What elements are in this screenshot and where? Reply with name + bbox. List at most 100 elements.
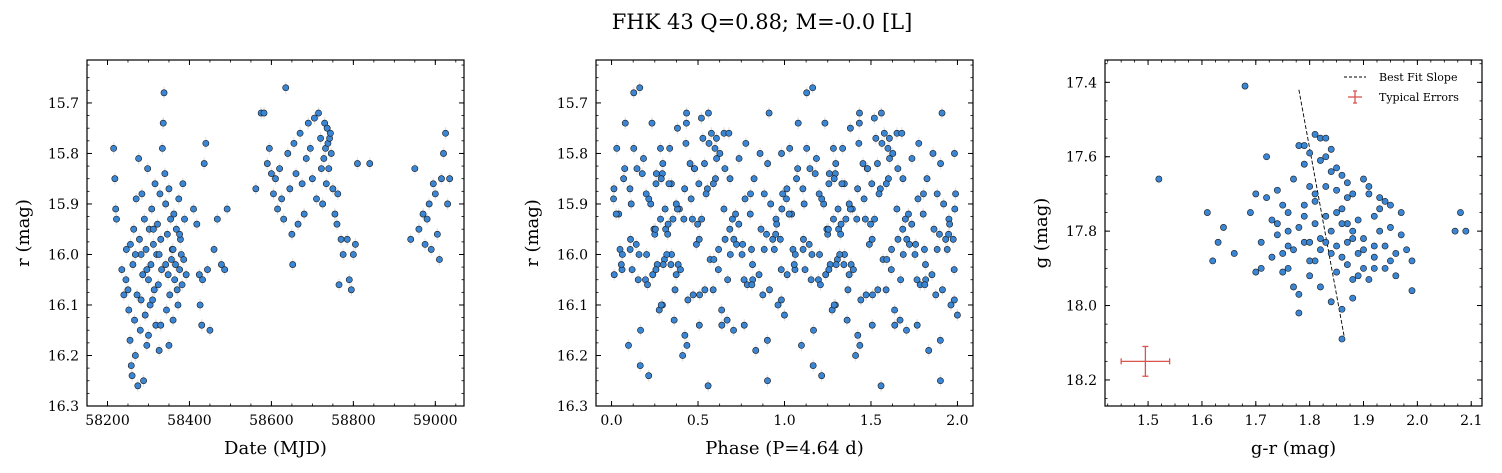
data-point bbox=[1284, 227, 1292, 235]
data-point bbox=[1300, 201, 1308, 209]
data-point bbox=[894, 235, 902, 243]
data-point bbox=[855, 119, 863, 127]
data-point bbox=[308, 175, 316, 183]
data-point bbox=[637, 326, 644, 334]
data-point bbox=[612, 210, 620, 218]
data-point bbox=[742, 139, 750, 147]
y-tick-label: 15.8 bbox=[557, 146, 588, 162]
data-point bbox=[137, 296, 145, 304]
data-point bbox=[807, 276, 815, 284]
data-point bbox=[684, 296, 692, 304]
data-point bbox=[140, 215, 148, 223]
data-point bbox=[683, 119, 690, 127]
data-point bbox=[860, 195, 868, 203]
data-point bbox=[176, 230, 184, 238]
data-point bbox=[1333, 164, 1340, 172]
data-point bbox=[210, 246, 218, 253]
data-point bbox=[636, 362, 644, 369]
data-point bbox=[265, 144, 273, 152]
data-point bbox=[280, 215, 288, 223]
data-point bbox=[158, 144, 166, 152]
data-point bbox=[1252, 190, 1260, 198]
data-point bbox=[920, 190, 927, 198]
data-point bbox=[838, 180, 846, 188]
data-point bbox=[1279, 268, 1287, 276]
data-point bbox=[748, 246, 755, 253]
data-point bbox=[1365, 276, 1373, 283]
data-point bbox=[726, 225, 734, 233]
data-point bbox=[1327, 298, 1335, 306]
data-point bbox=[111, 175, 119, 183]
data-point bbox=[1273, 220, 1281, 228]
legend: Best Fit Slope Typical Errors bbox=[1344, 71, 1459, 104]
data-point bbox=[854, 185, 861, 193]
data-point bbox=[1306, 257, 1314, 265]
data-point bbox=[908, 220, 916, 228]
data-point bbox=[664, 230, 672, 238]
data-point bbox=[950, 266, 958, 274]
data-point bbox=[289, 261, 297, 268]
x-tick-label: 1.6 bbox=[1191, 413, 1213, 429]
data-point bbox=[339, 251, 347, 258]
data-point bbox=[272, 175, 279, 183]
data-point bbox=[1317, 246, 1324, 254]
data-point bbox=[276, 165, 283, 172]
x-axis-label: g-r (mag) bbox=[1251, 438, 1336, 459]
data-point bbox=[1322, 183, 1330, 190]
data-point bbox=[882, 180, 890, 188]
data-point bbox=[640, 155, 647, 162]
data-point bbox=[315, 109, 322, 117]
data-point bbox=[1354, 250, 1362, 257]
data-point bbox=[724, 276, 732, 284]
data-point bbox=[290, 139, 298, 147]
data-point bbox=[270, 190, 277, 198]
x-tick-label: 1.7 bbox=[1245, 413, 1267, 429]
data-point bbox=[803, 89, 811, 97]
data-point bbox=[140, 377, 147, 385]
data-point bbox=[298, 180, 306, 188]
data-point bbox=[677, 266, 684, 274]
data-point bbox=[871, 215, 878, 223]
data-point bbox=[1360, 175, 1367, 183]
data-point bbox=[154, 281, 162, 289]
data-point bbox=[1451, 227, 1459, 235]
data-point bbox=[433, 230, 441, 238]
data-point bbox=[169, 246, 177, 253]
data-point bbox=[129, 261, 137, 268]
legend-entry: Typical Errors bbox=[1379, 91, 1459, 104]
data-point bbox=[832, 261, 840, 268]
data-point bbox=[683, 109, 690, 117]
data-point bbox=[1381, 197, 1389, 205]
data-point bbox=[830, 175, 838, 183]
data-point bbox=[148, 205, 156, 213]
data-point bbox=[427, 246, 435, 253]
data-point bbox=[1311, 197, 1319, 205]
y-axis-label: r (mag) bbox=[522, 199, 543, 267]
data-point bbox=[721, 235, 729, 243]
data-point bbox=[1338, 220, 1346, 228]
axes-frame bbox=[1104, 59, 1483, 407]
data-point bbox=[874, 286, 882, 294]
data-point bbox=[145, 276, 152, 284]
data-point bbox=[799, 185, 807, 193]
data-point bbox=[688, 215, 696, 223]
data-point bbox=[808, 251, 816, 258]
data-point bbox=[720, 205, 728, 213]
data-point bbox=[200, 160, 208, 167]
data-point bbox=[891, 321, 899, 329]
data-point bbox=[759, 291, 767, 299]
data-point bbox=[1327, 250, 1335, 257]
x-tick-label: 1.9 bbox=[1352, 413, 1374, 429]
data-point bbox=[725, 129, 733, 137]
data-point bbox=[143, 266, 151, 274]
data-point bbox=[713, 155, 720, 162]
plot-area bbox=[110, 81, 454, 392]
data-point bbox=[936, 230, 943, 238]
data-point bbox=[311, 114, 318, 122]
x-tick-label: 58200 bbox=[85, 413, 130, 429]
data-point bbox=[933, 246, 941, 253]
data-point bbox=[765, 109, 773, 117]
data-point bbox=[142, 246, 150, 253]
data-point bbox=[1230, 250, 1238, 257]
data-point bbox=[837, 230, 845, 238]
